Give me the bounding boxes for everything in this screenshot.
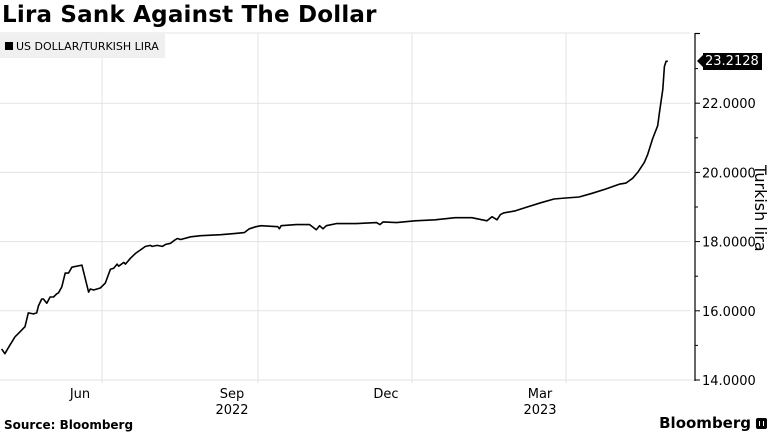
source-note: Source: Bloomberg bbox=[4, 418, 134, 432]
x-year-label: 2023 bbox=[523, 403, 556, 418]
y-tick-label: 20.0000 bbox=[702, 166, 756, 181]
y-axis: 14.0000 16.0000 18.0000 20.0000 22.0000 bbox=[694, 32, 756, 389]
y-tick-label: 18.0000 bbox=[702, 236, 756, 251]
x-tick-label: Mar bbox=[528, 387, 553, 402]
series-line-usd-try bbox=[0, 60, 668, 355]
bloomberg-chart-icon bbox=[756, 417, 767, 429]
x-tick-label: Dec bbox=[373, 387, 398, 402]
x-year-label: 2022 bbox=[215, 403, 248, 418]
y-tick-label: 22.0000 bbox=[702, 97, 756, 112]
legend: US DOLLAR/TURKISH LIRA bbox=[0, 34, 165, 58]
chart-title: Lira Sank Against The Dollar bbox=[2, 2, 377, 28]
gridlines bbox=[0, 32, 695, 383]
x-tick-label: Sep bbox=[220, 387, 245, 402]
x-tick-label: Jun bbox=[69, 387, 90, 402]
y-tick-label: 14.0000 bbox=[702, 374, 756, 389]
x-axis-labels: Jun Sep Dec Mar 2022 2023 bbox=[69, 387, 557, 418]
brand-name: Bloomberg bbox=[659, 414, 751, 432]
y-axis-title: Turkish lira bbox=[751, 165, 770, 252]
legend-swatch bbox=[5, 42, 13, 50]
y-tick-label: 16.0000 bbox=[702, 305, 756, 320]
last-value-badge: 23.2128 bbox=[697, 53, 762, 70]
brand-logo: Bloomberg bbox=[659, 414, 767, 432]
legend-label: US DOLLAR/TURKISH LIRA bbox=[16, 39, 159, 53]
